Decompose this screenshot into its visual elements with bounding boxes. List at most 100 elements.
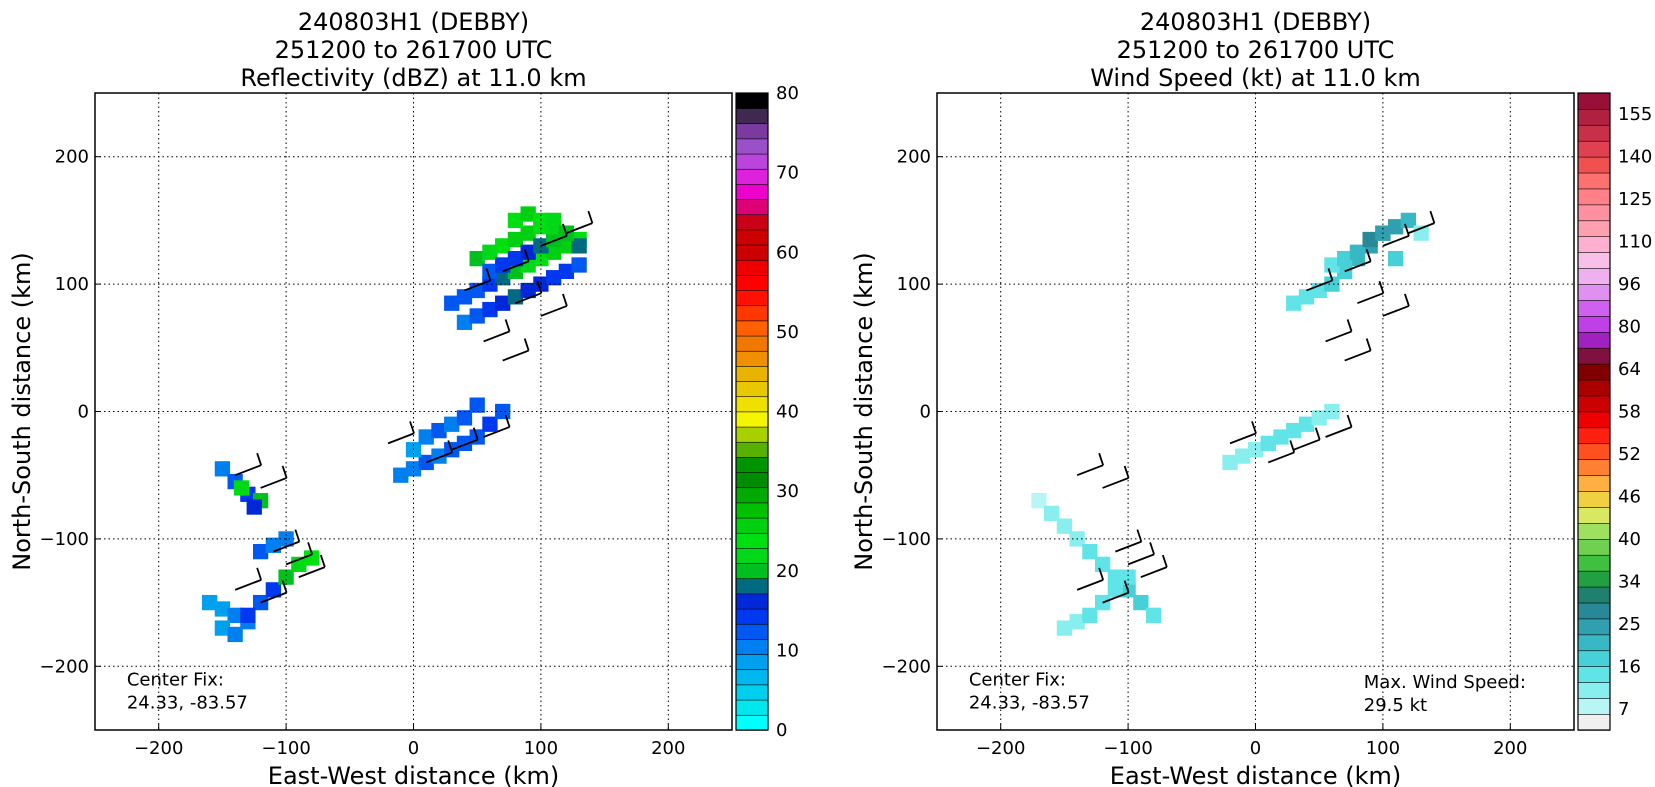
colorbar-segment xyxy=(735,638,769,655)
colorbar-segment xyxy=(735,198,769,216)
colorbar-tick-label: 52 xyxy=(1618,444,1641,465)
wind-barb xyxy=(1344,260,1372,273)
chart-title-line: 251200 to 261700 UTC xyxy=(1117,36,1395,64)
data-cell xyxy=(1056,620,1073,636)
y-tick-label: −200 xyxy=(40,656,89,677)
colorbar-segment xyxy=(1577,347,1611,365)
colorbar-segment xyxy=(1577,554,1611,572)
y-tick-label: 0 xyxy=(78,402,89,423)
wind-barb-flag xyxy=(1365,338,1372,351)
colorbar-segment xyxy=(735,168,769,185)
plot-area xyxy=(95,93,732,730)
data-cell xyxy=(246,499,262,515)
wind-barb-flag xyxy=(1346,319,1353,332)
wind-barb xyxy=(1076,579,1104,591)
data-cell xyxy=(571,238,587,254)
colorbar-segment xyxy=(1577,315,1611,333)
data-cell xyxy=(1145,607,1162,623)
y-tick-label: 100 xyxy=(897,274,931,295)
colorbar-segment xyxy=(735,699,769,716)
chart-title-line: 240803H1 (DEBBY) xyxy=(298,8,529,36)
data-cell xyxy=(507,212,524,229)
annotation-text: Max. Wind Speed: xyxy=(1364,672,1526,693)
colorbar-segment xyxy=(1577,586,1611,604)
y-tick-label: 200 xyxy=(897,147,931,168)
wind-barb xyxy=(1229,432,1257,445)
colorbar-segment xyxy=(1577,538,1611,556)
colorbar-segment xyxy=(1577,506,1611,524)
data-cell xyxy=(214,601,231,617)
wind-barb-flag xyxy=(485,268,492,281)
wind-barb-flag xyxy=(504,319,511,332)
data-cell xyxy=(1298,289,1315,305)
y-axis-label: North-South distance (km) xyxy=(850,252,878,571)
colorbar-segment xyxy=(735,107,769,125)
colorbar-segment xyxy=(735,350,769,367)
wind-barb-flag xyxy=(1289,440,1296,453)
chart-title-line: 251200 to 261700 UTC xyxy=(275,36,553,64)
colorbar-segment xyxy=(735,214,769,231)
colorbar-segment xyxy=(735,441,769,458)
wind-barb xyxy=(1357,292,1384,305)
colorbar-segment xyxy=(1577,458,1611,476)
data-cell xyxy=(1056,518,1073,534)
colorbar-tick-label: 40 xyxy=(1618,529,1641,550)
colorbar-tick-label: 50 xyxy=(776,322,799,343)
data-cell xyxy=(1082,607,1098,623)
wind-barb-flag xyxy=(294,529,301,542)
data-cell xyxy=(495,257,511,273)
colorbar-frame xyxy=(1577,92,1611,731)
data-cell xyxy=(1273,429,1289,445)
data-cell xyxy=(1222,454,1238,471)
colorbar-segment xyxy=(735,396,769,413)
wind-barb xyxy=(1076,464,1104,477)
colorbar-segment xyxy=(1577,172,1611,190)
colorbar-segment xyxy=(735,653,769,671)
colorbar-segment xyxy=(735,289,769,307)
wind-barb xyxy=(1140,566,1168,578)
data-cell xyxy=(482,301,498,318)
colorbar-segment xyxy=(735,411,769,428)
data-cell xyxy=(1235,448,1251,464)
data-cell xyxy=(265,582,282,598)
wind-barb xyxy=(1408,222,1435,234)
wind-barb-flag xyxy=(256,567,262,581)
colorbar-segment xyxy=(735,456,769,473)
colorbar-segment xyxy=(735,502,769,519)
data-cell xyxy=(418,429,434,445)
data-cell xyxy=(469,397,485,413)
x-tick-label: 200 xyxy=(1493,738,1527,759)
colorbar-segment xyxy=(735,684,769,701)
data-cell xyxy=(444,295,460,311)
x-tick-label: 100 xyxy=(1366,738,1400,759)
wind-barb-flag xyxy=(523,249,530,262)
data-cell xyxy=(571,257,587,273)
annotation-text: 24.33, -83.57 xyxy=(969,692,1090,713)
data-cell xyxy=(1082,543,1098,560)
colorbar-segment xyxy=(735,335,769,352)
y-tick-label: −100 xyxy=(882,529,931,550)
colorbar-segment xyxy=(1577,267,1611,285)
colorbar-segment xyxy=(1577,236,1611,253)
chart-title-line: Wind Speed (kt) at 11.0 km xyxy=(1090,64,1421,92)
colorbar-tick-label: 80 xyxy=(776,83,799,104)
x-axis-label: East-West distance (km) xyxy=(268,762,559,787)
wind-barb-flag xyxy=(1327,268,1334,281)
wind-barb-flag xyxy=(1098,567,1104,581)
colorbar: 0 10 20 30 40 50 60 70 80 xyxy=(735,83,799,741)
data-cell xyxy=(520,244,536,260)
colorbar-segment xyxy=(1577,681,1611,699)
wind-barb xyxy=(285,553,313,566)
colorbar-segment xyxy=(735,608,769,625)
wind-barb-flag xyxy=(523,338,530,351)
data-cell xyxy=(1387,219,1404,235)
data-cell xyxy=(1286,295,1302,311)
data-cell xyxy=(202,594,218,611)
data-cell xyxy=(495,295,511,311)
wind-barb-flag xyxy=(1314,427,1321,441)
y-tick-label: 200 xyxy=(55,147,89,168)
wind-barb xyxy=(1293,438,1321,451)
wind-barb xyxy=(464,279,491,292)
colorbar-segment xyxy=(1577,395,1611,413)
colorbar-segment xyxy=(1577,443,1611,460)
